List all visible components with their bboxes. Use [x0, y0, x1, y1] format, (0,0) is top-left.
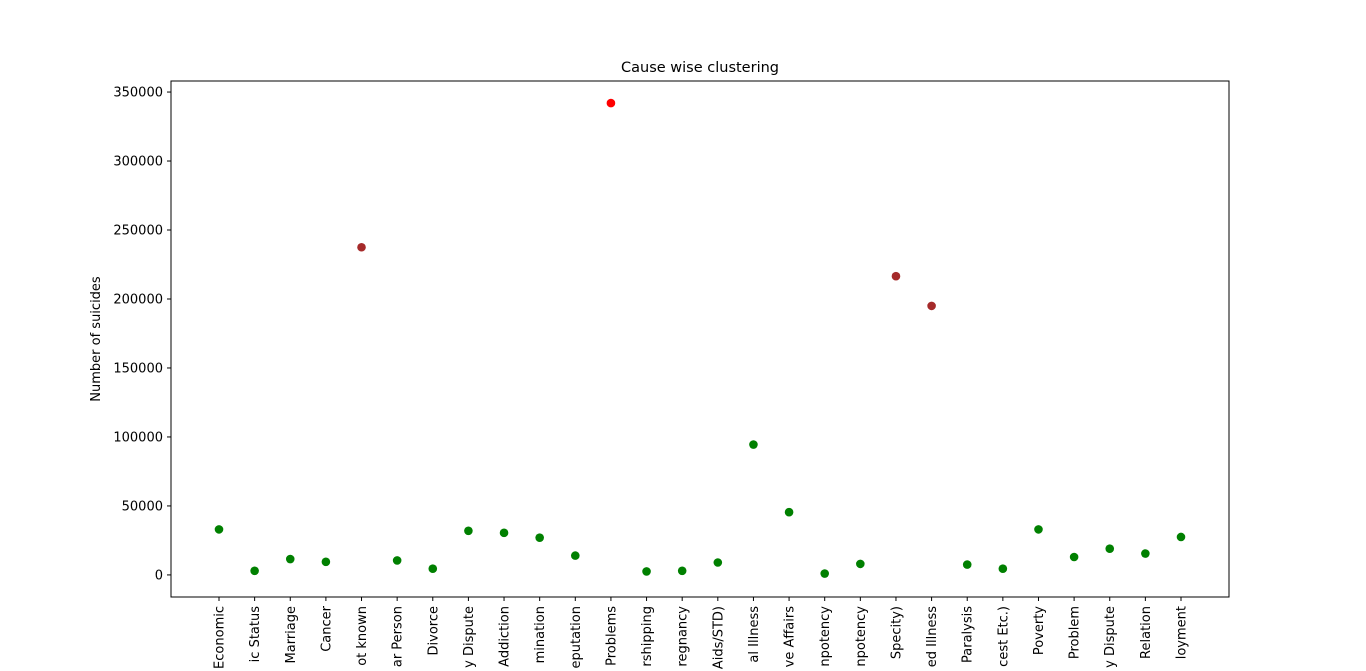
- y-tick-label: 100000: [113, 430, 163, 445]
- x-tick-label: ve Affairs: [783, 606, 798, 668]
- x-tick-label: Aids/STD): [711, 606, 726, 669]
- scatter-point: [285, 554, 295, 564]
- y-tick-label: 150000: [113, 361, 163, 376]
- x-tick-label: Problems: [604, 606, 619, 666]
- x-tick-label: Paralysis: [961, 606, 976, 663]
- scatter-point: [1141, 549, 1150, 558]
- x-tick-label: ic Status: [248, 606, 263, 663]
- scatter-point: [962, 560, 972, 569]
- scatter-point: [464, 526, 473, 536]
- y-tick-label: 200000: [113, 292, 163, 307]
- scatter-point: [535, 533, 544, 542]
- x-tick-label: npotency: [818, 606, 833, 667]
- x-tick-label: cest Etc.): [996, 606, 1011, 667]
- x-tick-label: npotency: [854, 606, 869, 667]
- x-tick-label: Divorce: [426, 606, 441, 655]
- scatter-point: [784, 507, 794, 517]
- y-tick-label: 0: [155, 568, 163, 583]
- x-tick-label: y Dispute: [462, 606, 477, 668]
- scatter-point: [749, 440, 758, 449]
- y-tick-label: 300000: [113, 155, 163, 170]
- x-tick-label: y Dispute: [1103, 606, 1118, 668]
- x-tick-label: al Illness: [747, 606, 762, 663]
- x-tick-label: loyment: [1175, 606, 1190, 659]
- x-tick-label: rshipping: [640, 606, 655, 667]
- scatter-point: [856, 559, 865, 569]
- x-tick-label: eputation: [569, 606, 584, 668]
- data-points: [214, 98, 1186, 578]
- scatter-point: [927, 301, 936, 311]
- scatter-point: [891, 271, 901, 281]
- scatter-point: [250, 566, 259, 576]
- x-tick-label: regnancy: [676, 606, 691, 667]
- scatter-point: [998, 564, 1008, 574]
- x-tick-label: Marriage: [284, 606, 299, 663]
- x-tick-label: ot known: [355, 606, 370, 666]
- scatter-point: [214, 525, 224, 534]
- y-tick-label: 50000: [122, 499, 163, 514]
- scatter-point: [820, 569, 830, 578]
- y-tick-label: 250000: [113, 224, 163, 239]
- scatter-point: [1069, 552, 1079, 562]
- x-axis: Economic ic Status Marriage Cancer ot known a…: [213, 597, 1190, 669]
- scatter-point: [428, 564, 438, 574]
- x-tick-label: ar Person: [391, 606, 406, 667]
- scatter-point: [321, 557, 331, 567]
- x-tick-label: Economic: [213, 606, 228, 669]
- scatter-point: [713, 558, 723, 567]
- x-tick-label: Relation: [1139, 606, 1154, 659]
- scatter-point: [677, 566, 687, 576]
- x-tick-label: mination: [533, 606, 548, 663]
- scatter-point: [570, 551, 580, 560]
- scatter-point: [1034, 525, 1043, 534]
- x-tick-label: Poverty: [1032, 606, 1047, 655]
- scatter-point: [392, 556, 402, 565]
- scatter-point: [642, 567, 651, 576]
- scatter-point: [1105, 544, 1115, 554]
- x-tick-label: Cancer: [319, 605, 334, 651]
- plot-frame: [170, 80, 1230, 598]
- x-tick-label: Addiction: [498, 606, 513, 667]
- y-tick-label: 350000: [113, 86, 163, 101]
- scatter-point: [499, 528, 509, 538]
- y-axis-label: Number of suicides: [89, 276, 104, 402]
- x-tick-label: ed Illness: [925, 606, 940, 667]
- y-axis: 0 50000 100000 150000 200000 250000 300000 3500…: [113, 86, 171, 583]
- scatter-point: [357, 242, 366, 252]
- x-tick-label: Problem: [1068, 606, 1083, 659]
- x-tick-label: Specity): [889, 606, 904, 659]
- chart-title: Cause wise clustering: [621, 60, 779, 76]
- scatter-point: [1176, 532, 1186, 542]
- scatter-point: [606, 98, 616, 108]
